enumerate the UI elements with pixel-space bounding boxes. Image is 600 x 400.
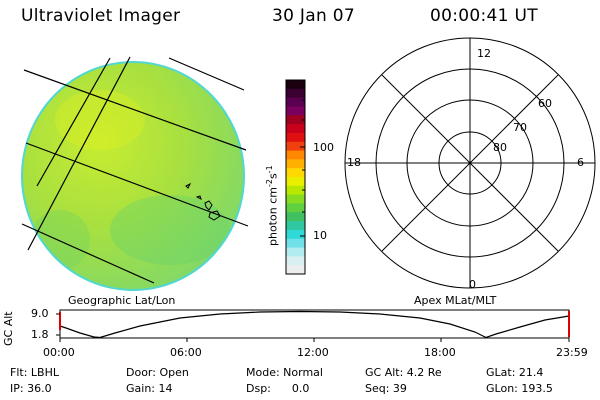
timeline-ytick-min: 1.8 — [31, 328, 49, 341]
apex-caption: Apex MLat/MLT — [414, 294, 497, 307]
colorbar-segment — [286, 238, 305, 249]
date-label: 30 Jan 07 — [272, 6, 355, 26]
colorbar-segment — [286, 132, 305, 143]
colorbar-segment — [286, 168, 305, 178]
info-mode: Mode: Normal — [246, 366, 323, 379]
mlt-label-0: 0 — [469, 278, 476, 291]
colorbar — [286, 80, 305, 275]
timeline-xtick: 06:00 — [170, 346, 202, 359]
colorbar-segment — [286, 80, 305, 90]
mlt-label-6: 6 — [577, 156, 584, 169]
colorbar-segment — [286, 185, 305, 196]
colorbar-segment — [286, 106, 305, 116]
info-dsp: Dsp: 0.0 — [246, 382, 310, 395]
mlat-label-60: 60 — [538, 97, 552, 110]
time-label: 00:00:41 UT — [430, 6, 538, 26]
timeline-ytick-max: 9.0 — [31, 307, 49, 320]
colorbar-segment — [286, 203, 305, 213]
timeline-xtick: 00:00 — [43, 346, 75, 359]
info-glat: GLat: 21.4 — [486, 366, 544, 379]
colorbar-unit-label: photon cm-2s-1 — [265, 165, 280, 246]
colorbar-segment — [286, 88, 305, 99]
info-filter: Flt: LBHL — [10, 366, 59, 379]
colorbar-segment — [286, 124, 305, 134]
timeline-xtick: 12:00 — [297, 346, 329, 359]
colorbar-segment — [286, 177, 305, 187]
info-ip: IP: 36.0 — [10, 382, 52, 395]
colorbar-tick-100: 100 — [313, 141, 334, 154]
colorbar-segment — [286, 247, 305, 257]
timeline-xtick: 23:59 — [556, 346, 588, 359]
geographic-caption: Geographic Lat/Lon — [68, 294, 176, 307]
mlat-label-70: 70 — [513, 121, 527, 134]
colorbar-segment — [286, 256, 305, 266]
mlat-label-80: 80 — [493, 141, 507, 154]
colorbar-tick-10: 10 — [313, 229, 327, 242]
colorbar-segment — [286, 150, 305, 160]
info-gain: Gain: 14 — [126, 382, 173, 395]
mlt-label-18: 18 — [347, 156, 361, 169]
earth-disk-image — [21, 56, 249, 291]
colorbar-segment — [286, 97, 305, 108]
info-glon: GLon: 193.5 — [486, 382, 553, 395]
info-door: Door: Open — [126, 366, 189, 379]
colorbar-segment — [286, 159, 305, 169]
altitude-timeline — [56, 309, 570, 342]
colorbar-segment — [286, 229, 305, 240]
colorbar-segment — [286, 194, 305, 205]
mlt-label-12: 12 — [477, 47, 491, 60]
instrument-title: Ultraviolet Imager — [21, 6, 181, 26]
polar-plot — [344, 37, 596, 289]
info-gc-alt: GC Alt: 4.2 Re — [365, 366, 442, 379]
info-seq: Seq: 39 — [365, 382, 407, 395]
timeline-ylabel: GC Alt — [2, 311, 15, 346]
colorbar-segment — [286, 141, 305, 152]
colorbar-segment — [286, 265, 305, 275]
colorbar-segment — [286, 221, 305, 231]
timeline-xtick: 18:00 — [424, 346, 456, 359]
colorbar-segment — [286, 115, 305, 125]
colorbar-segment — [286, 212, 305, 222]
